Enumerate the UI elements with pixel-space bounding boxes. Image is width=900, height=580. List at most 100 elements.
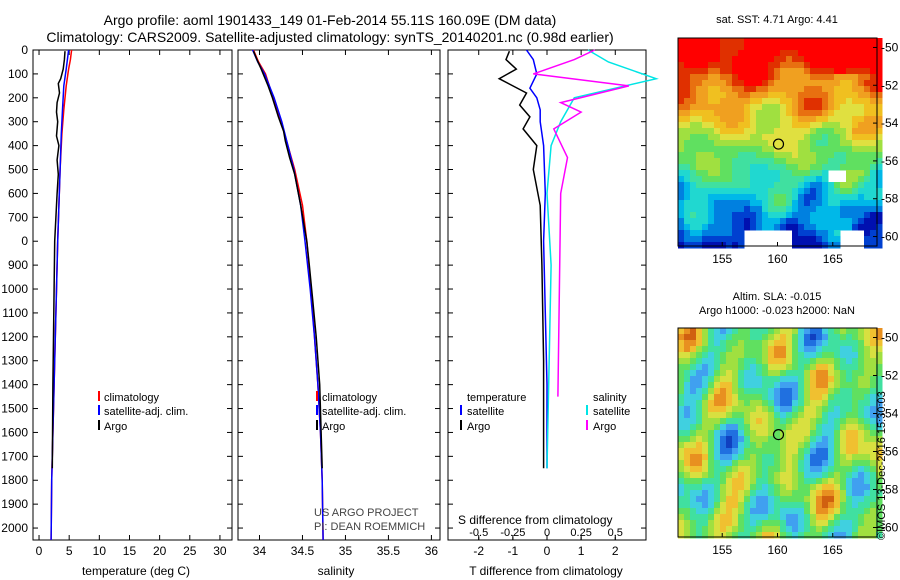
sst-map-cell bbox=[786, 146, 793, 153]
sla-map-cell bbox=[738, 406, 745, 413]
sst-map-cell bbox=[864, 86, 871, 93]
sst-map-cell bbox=[828, 128, 835, 135]
sla-map-cell bbox=[708, 340, 715, 347]
sla-map-cell bbox=[810, 484, 817, 491]
sla-map-cell bbox=[858, 472, 865, 479]
sst-map-cell bbox=[756, 176, 763, 183]
sst-map-cell bbox=[816, 50, 823, 57]
sla-map-cell bbox=[786, 358, 793, 365]
sla-map-cell bbox=[756, 526, 763, 533]
sla-map-cell bbox=[756, 346, 763, 353]
sst-map-cell bbox=[876, 92, 883, 99]
sst-map-cell bbox=[792, 182, 799, 189]
sst-map-cell bbox=[864, 116, 871, 123]
sla-map-cell bbox=[804, 442, 811, 449]
sst-map-cell bbox=[744, 116, 751, 123]
sla-map-cell bbox=[840, 400, 847, 407]
sst-map-cell bbox=[690, 206, 697, 213]
sst-map-cell bbox=[714, 110, 721, 117]
sla-map-cell bbox=[720, 532, 727, 539]
sst-map-cell bbox=[828, 68, 835, 75]
sst-map-cell bbox=[804, 146, 811, 153]
sla-map-cell bbox=[858, 400, 865, 407]
sla-map-cell bbox=[834, 460, 841, 467]
sla-map-cell bbox=[726, 430, 733, 437]
sla-map-cell bbox=[870, 358, 877, 365]
sst-map-cell bbox=[690, 92, 697, 99]
sst-map-cell bbox=[852, 176, 859, 183]
sla-map-cell bbox=[756, 484, 763, 491]
sla-map-cell bbox=[768, 352, 775, 359]
sst-map-cell bbox=[774, 152, 781, 159]
sst-map-cell bbox=[678, 62, 685, 69]
sla-map-cell bbox=[684, 370, 691, 377]
temperature-profile-ytick-label: 1800 bbox=[1, 473, 28, 487]
sst-map-cell bbox=[870, 92, 877, 99]
sla-map-cell bbox=[678, 376, 685, 383]
sla-map-cell bbox=[780, 514, 787, 521]
sst-map-cell bbox=[726, 212, 733, 219]
sla-map-cell bbox=[792, 496, 799, 503]
sla-map-cell bbox=[720, 484, 727, 491]
sst-map-cell bbox=[822, 140, 829, 147]
sla-map-cell bbox=[708, 364, 715, 371]
sla-map-cell bbox=[834, 406, 841, 413]
sla-map-cell bbox=[774, 478, 781, 485]
sla-map-cell bbox=[714, 370, 721, 377]
sst-map-cell bbox=[822, 176, 829, 183]
sst-map-cell bbox=[822, 92, 829, 99]
sla-map-cell bbox=[768, 328, 775, 335]
sla-map-cell bbox=[714, 382, 721, 389]
sla-map-cell bbox=[852, 478, 859, 485]
sst-map-cell bbox=[840, 50, 847, 57]
sla-map-cell bbox=[690, 334, 697, 341]
sst-map-cell bbox=[732, 62, 739, 69]
sla-map-cell bbox=[768, 358, 775, 365]
sst-map-cell bbox=[708, 104, 715, 111]
sla-map-cell bbox=[684, 388, 691, 395]
sst-map-cell bbox=[732, 236, 739, 243]
sla-map-cell bbox=[822, 448, 829, 455]
sla-map-cell bbox=[864, 382, 871, 389]
sst-map-cell bbox=[714, 122, 721, 129]
sla-map-cell bbox=[756, 466, 763, 473]
sst-map-cell bbox=[702, 50, 709, 57]
sla-map-subtitle: Argo h1000: -0.023 h2000: NaN bbox=[699, 305, 855, 317]
sla-map-cell bbox=[864, 424, 871, 431]
sla-map-cell bbox=[690, 514, 697, 521]
sla-map-cell bbox=[840, 340, 847, 347]
sst-map-cell bbox=[798, 92, 805, 99]
sla-map-cell bbox=[846, 364, 853, 371]
sla-map-cell bbox=[684, 490, 691, 497]
sst-map-cell bbox=[678, 134, 685, 141]
sla-map-cell bbox=[858, 502, 865, 509]
sst-map-ytick-label: -56 bbox=[881, 154, 899, 168]
sst-map-cell bbox=[828, 224, 835, 231]
sst-map-cell bbox=[792, 230, 799, 237]
sla-map-cell bbox=[816, 370, 823, 377]
temperature-profile-xtick-label: 0 bbox=[36, 544, 43, 558]
sst-map-cell bbox=[678, 230, 685, 237]
sst-map-cell bbox=[750, 134, 757, 141]
sst-map-cell bbox=[702, 116, 709, 123]
sst-map-cell bbox=[798, 194, 805, 201]
sla-map-cell bbox=[822, 334, 829, 341]
sla-map-cell bbox=[840, 508, 847, 515]
sst-map-cell bbox=[720, 128, 727, 135]
sla-map-cell bbox=[720, 388, 727, 395]
sla-map-cell bbox=[816, 466, 823, 473]
sst-map-cell bbox=[822, 62, 829, 69]
sla-map-cell bbox=[750, 400, 757, 407]
sla-map-cell bbox=[744, 478, 751, 485]
sla-map-cell bbox=[714, 352, 721, 359]
sst-map-cell bbox=[780, 38, 787, 45]
sla-map-cell bbox=[750, 352, 757, 359]
sla-map-cell bbox=[738, 346, 745, 353]
sla-map-cell bbox=[780, 382, 787, 389]
sla-map-cell bbox=[798, 448, 805, 455]
sla-map-cell bbox=[870, 484, 877, 491]
sla-map-cell bbox=[708, 520, 715, 527]
sla-map-cell bbox=[858, 412, 865, 419]
sla-map-cell bbox=[786, 508, 793, 515]
sla-map-cell bbox=[786, 340, 793, 347]
